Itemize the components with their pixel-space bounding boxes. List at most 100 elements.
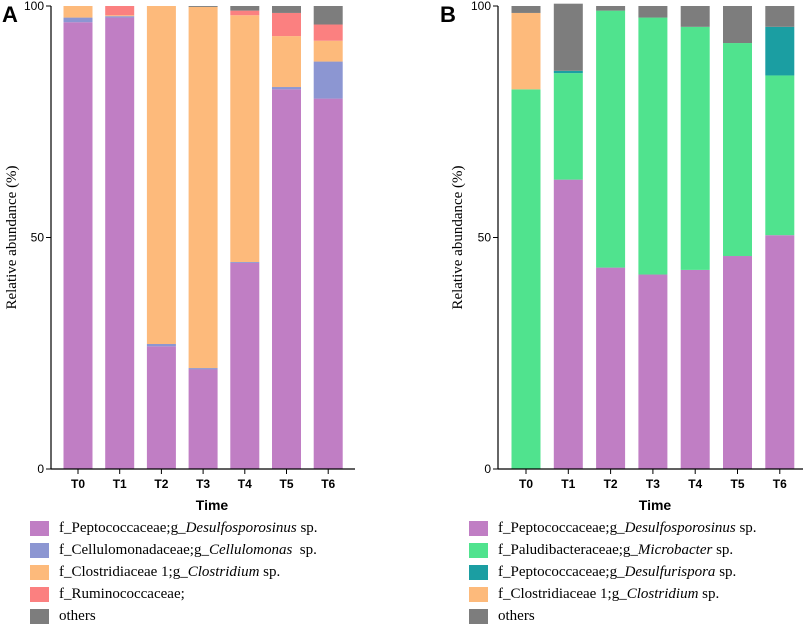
- panel-a-y-axis-title: Relative abundance (%): [4, 165, 20, 309]
- panel-b-legend-swatch: [469, 564, 488, 580]
- legend-panel-b: f_Peptococcaceae;g_ Desulfosporosinus sp.…: [469, 519, 809, 629]
- panel-b-legend-label: f_Clostridiaceae 1;g_: [498, 585, 627, 602]
- panel-a-bar-t2-series-1: [146, 343, 176, 347]
- panel-b-legend-genus: Desulfosporosinus: [624, 519, 736, 536]
- panel-b-x-axis-title: Time: [639, 497, 672, 513]
- panel-b-bar-t3-series-0: [638, 274, 668, 469]
- panel-b-bar-t6-series-1: [765, 75, 795, 236]
- panel-a-legend-label: f_Clostridiaceae 1;g_: [59, 563, 188, 580]
- panel-b-x-tick-label: T1: [561, 477, 575, 491]
- panel-a-legend-swatch: [30, 564, 49, 580]
- panel-b-y-tick-label: 50: [478, 231, 492, 245]
- panel-a-bar-t6-series-0: [313, 98, 343, 469]
- panel-a-legend-genus: Clostridium: [187, 563, 260, 580]
- panel-a-bar-t4-series-2: [230, 15, 260, 263]
- panel-b-legend-label: f_Peptococcaceae;g_: [498, 563, 625, 580]
- panel-b-bar-t2-series-1: [596, 10, 626, 268]
- panel-a-x-tick-label: T5: [279, 477, 293, 491]
- panel-b-x-tick-label: T3: [646, 477, 660, 491]
- panel-b-x-tick-label: T6: [773, 477, 787, 491]
- panel-a-bar-t2-series-2: [146, 6, 176, 344]
- panel-a-bar-t3-series-4: [188, 6, 218, 7]
- panel-b-legend-swatch: [469, 608, 488, 624]
- panel-b-y-tick-label: 0: [484, 462, 491, 476]
- panel-b-legend-item: f_Peptococcaceae;g_ Desulfurispora sp.: [469, 563, 736, 581]
- panel-b-bar-t6-series-0: [765, 235, 795, 469]
- panel-a-legend-swatch: [30, 608, 49, 624]
- panel-a-bar-t0-series-0: [63, 22, 93, 470]
- panel-b-bar-t6-series-4: [765, 6, 795, 27]
- panel-b-bar-t1-series-0: [553, 179, 583, 469]
- panel-b-bar-t2-series-4: [596, 6, 626, 11]
- panel-a-y-tick-label: 50: [31, 231, 45, 245]
- panel-b-bar-t6-series-2: [765, 26, 795, 76]
- panel-a-bar-t4-series-3: [230, 10, 260, 16]
- panel-b-bar-t1-series-1: [553, 73, 583, 180]
- panel-a-legend-swatch: [30, 542, 49, 558]
- panel-b-bar-t0-series-3: [511, 12, 541, 90]
- panel-b-bar-t1-series-2: [553, 70, 583, 74]
- panel-a-bar-t1-series-1: [105, 16, 135, 18]
- panel-a-plot: A T0 T1 T2 T3 T4 T5 T6 0 50 100 Time Relative abunda…: [2, 0, 355, 513]
- panel-b-bar-t4-series-1: [680, 26, 710, 270]
- panel-a-legend-label: f_Peptococcaceae;g_: [59, 519, 186, 536]
- panel-a-bar-t5-series-1: [272, 87, 301, 90]
- panel-a-legend-genus: Desulfosporosinus: [185, 519, 297, 536]
- panel-a-legend-item: others: [30, 607, 96, 625]
- panel-a-x-tick-label: T4: [238, 477, 252, 491]
- panel-b-legend-swatch: [469, 542, 488, 558]
- panel-a-y-tick-label: 0: [37, 462, 44, 476]
- panel-a-bar-t5-series-0: [272, 89, 301, 469]
- panel-a-bar-t2-series-0: [146, 346, 176, 469]
- panel-a-bar-t4-series-4: [230, 6, 260, 11]
- panel-a-legend-label: f_Cellulomonadaceae;g_: [59, 541, 209, 558]
- panel-b-x-tick-label: T4: [688, 477, 702, 491]
- panel-a-bar-t0-series-1: [63, 17, 93, 23]
- panel-b-legend-suffix: sp.: [712, 541, 734, 558]
- panel-b-x-tick-label: T5: [730, 477, 744, 491]
- panel-b-legend-label: f_Peptococcaceae;g_: [498, 519, 625, 536]
- panel-a-bar-t4-series-0: [230, 262, 260, 469]
- panel-b-legend-swatch: [469, 586, 488, 602]
- panel-a-bar-t3-series-2: [188, 6, 218, 369]
- panel-a-bar-t5-series-4: [272, 6, 301, 13]
- panel-a-legend-suffix: sp.: [296, 519, 318, 536]
- panel-a-legend-item: f_Clostridiaceae 1;g_ Clostridium sp.: [30, 563, 280, 581]
- panel-b-legend-item: f_Paludibacteraceae;g_ Microbacter sp.: [469, 541, 733, 559]
- panel-a-bar-t1-series-0: [105, 17, 135, 469]
- panel-b-legend-suffix: sp.: [698, 585, 720, 602]
- legend-panel-a: f_Peptococcaceae;g_ Desulfosporosinus sp.…: [30, 519, 410, 629]
- panel-a-x-axis-title: Time: [196, 497, 229, 513]
- panel-b-legend-item: f_Peptococcaceae;g_ Desulfosporosinus sp.: [469, 519, 757, 537]
- panel-b-legend-suffix: sp.: [715, 563, 737, 580]
- panel-a-legend-label: others: [59, 607, 96, 624]
- panel-b-legend-swatch: [469, 520, 488, 536]
- panel-b-x-tick-label: T2: [604, 477, 618, 491]
- panel-a-legend-label: f_Ruminococcaceae;: [59, 585, 185, 602]
- panel-a-bar-t5-series-2: [272, 36, 301, 88]
- panel-a-bar-t1-series-3: [105, 6, 135, 16]
- panel-a-bar-t0-series-2: [63, 6, 93, 18]
- panel-a-legend-suffix: sp.: [259, 563, 281, 580]
- panel-a-bar-t4-series-1: [230, 262, 260, 263]
- panel-a-x-tick-label: T0: [71, 477, 85, 491]
- panel-b-legend-item: others: [469, 607, 535, 625]
- panel-a-legend-swatch: [30, 586, 49, 602]
- panel-b-plot: B T0 T1 T2 T3 T4 T5 T6 0 50 100 Time Relative abunda…: [440, 0, 803, 513]
- panel-b-bar-t1-series-4: [553, 3, 583, 71]
- panel-b-bar-t3-series-4: [638, 6, 668, 18]
- panel-a-bar-t6-series-2: [313, 40, 343, 62]
- panel-a-x-tick-label: T6: [321, 477, 335, 491]
- panel-a-x-tick-label: T2: [154, 477, 168, 491]
- panel-b-bar-t4-series-4: [680, 6, 710, 27]
- panel-b-letter: B: [440, 2, 456, 27]
- panel-a-bar-t3-series-0: [188, 369, 218, 469]
- panel-b-legend-item: f_Clostridiaceae 1;g_ Clostridium sp.: [469, 585, 719, 603]
- panel-a-bar-t6-series-4: [313, 6, 343, 25]
- panel-b-y-tick-label: 100: [471, 0, 491, 13]
- panel-a-bar-t5-series-3: [272, 12, 301, 37]
- panel-b-bar-t3-series-1: [638, 17, 668, 275]
- panel-b-bar-t5-series-4: [723, 6, 752, 44]
- panel-b-y-axis-title: Relative abundance (%): [450, 165, 466, 309]
- panel-a-bar-t6-series-1: [313, 61, 343, 99]
